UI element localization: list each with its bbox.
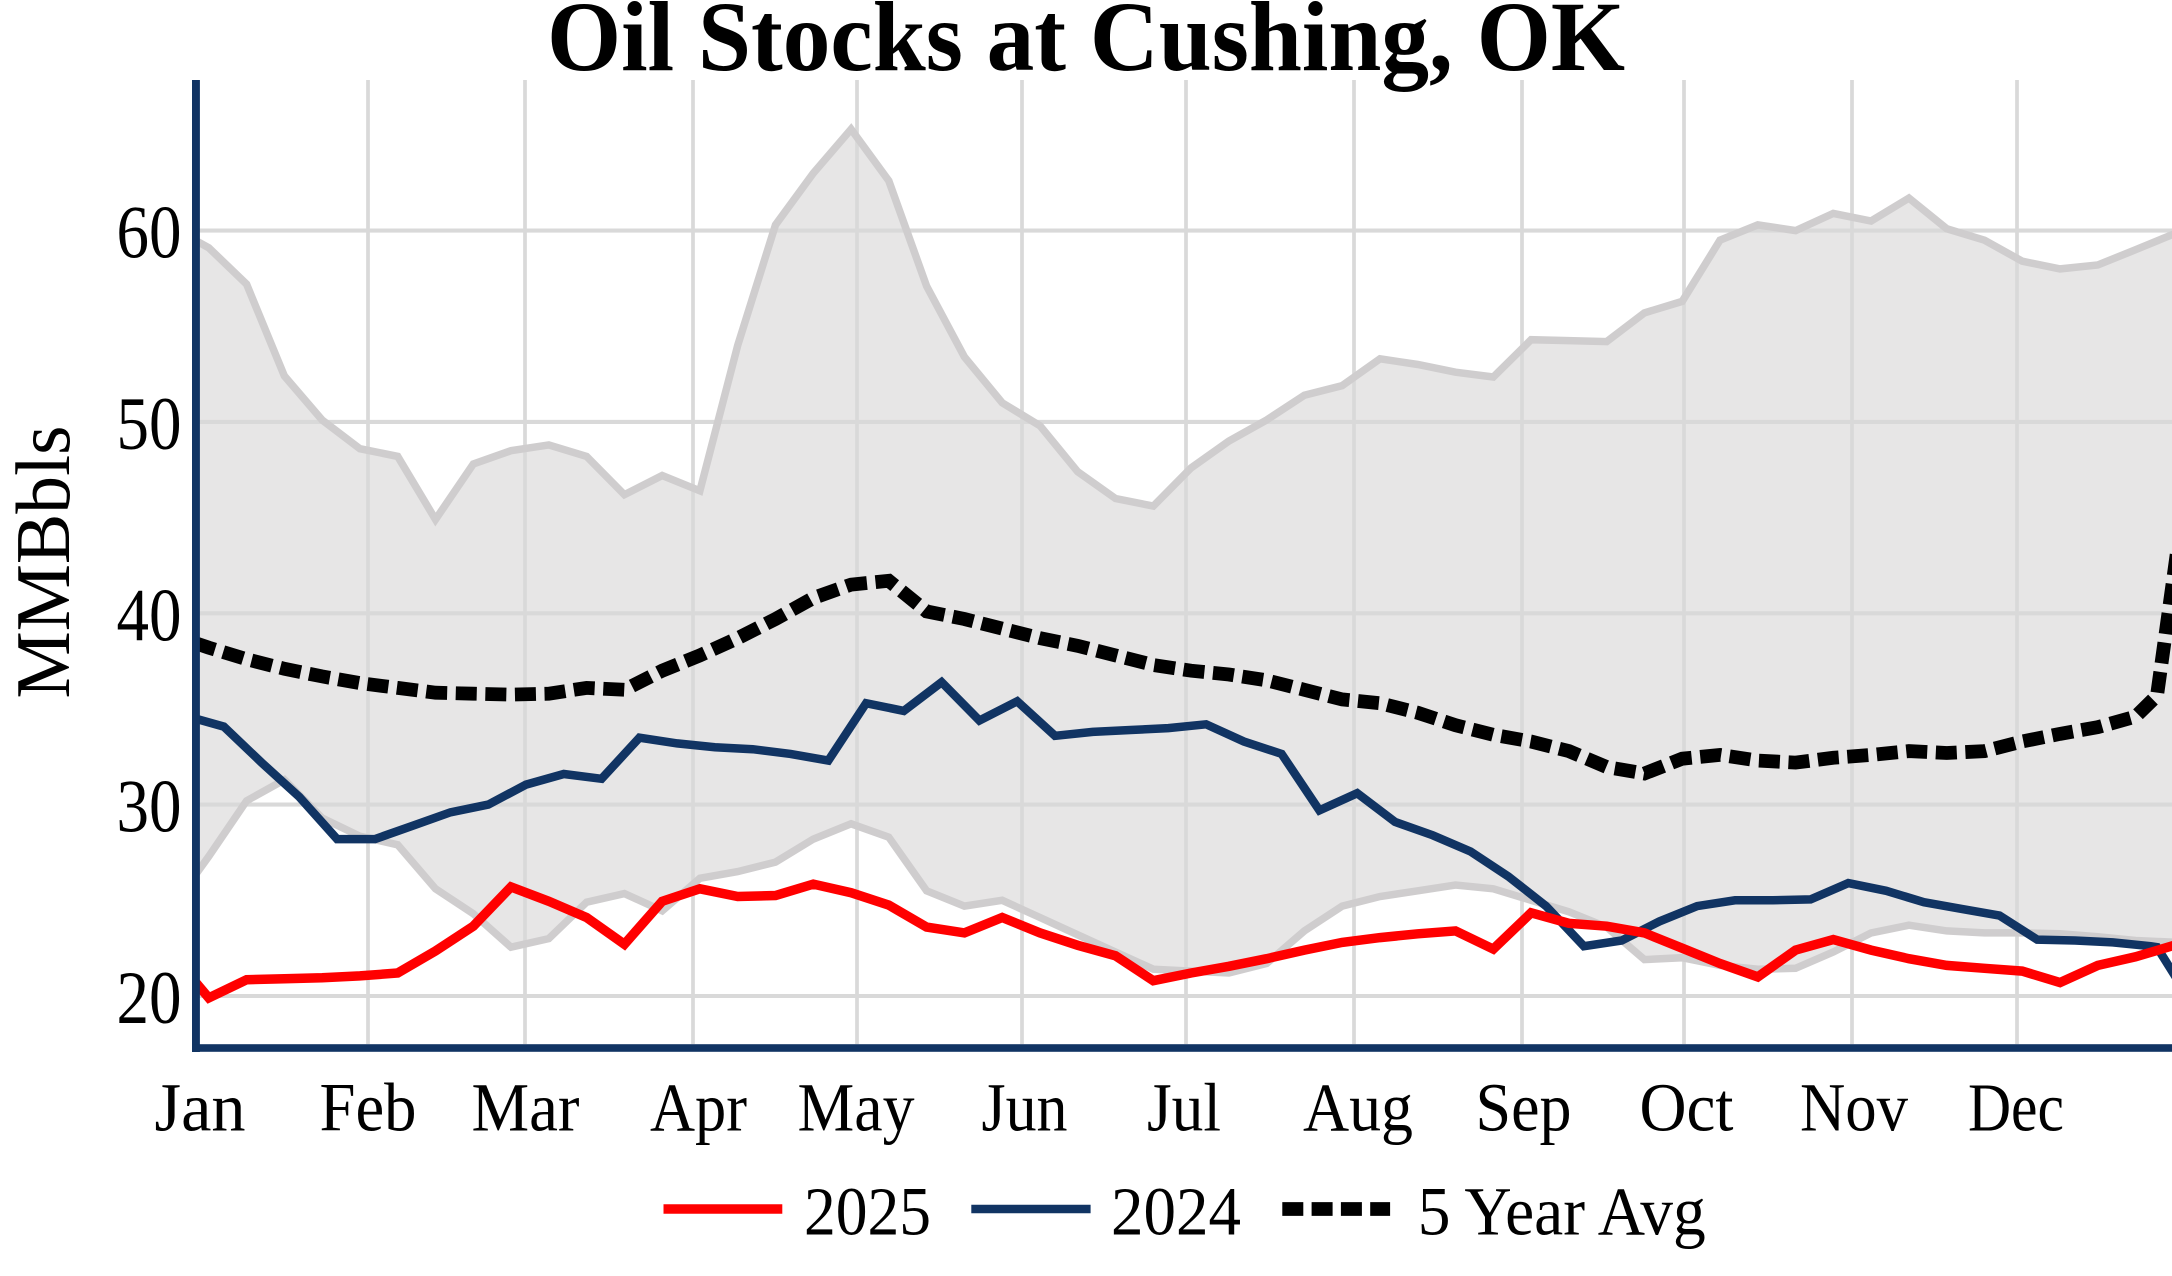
svg-text:20: 20 (117, 957, 182, 1040)
svg-text:2024: 2024 (1111, 1174, 1241, 1250)
svg-text:Apr: Apr (650, 1070, 747, 1146)
svg-text:50: 50 (117, 383, 182, 466)
svg-text:Aug: Aug (1303, 1070, 1413, 1146)
svg-text:May: May (798, 1070, 915, 1146)
svg-text:Oil Stocks at Cushing, OK: Oil Stocks at Cushing, OK (547, 0, 1625, 92)
svg-text:60: 60 (117, 192, 182, 275)
svg-text:Jan: Jan (155, 1070, 246, 1146)
svg-text:30: 30 (117, 766, 182, 849)
svg-text:Jun: Jun (982, 1070, 1068, 1146)
svg-text:Nov: Nov (1800, 1070, 1908, 1146)
svg-text:MMBbls: MMBbls (0, 426, 86, 699)
svg-text:Jul: Jul (1147, 1070, 1221, 1146)
svg-text:Mar: Mar (472, 1070, 580, 1146)
svg-text:Dec: Dec (1968, 1070, 2064, 1146)
svg-text:Feb: Feb (320, 1070, 417, 1146)
svg-text:2025: 2025 (804, 1174, 931, 1250)
svg-text:40: 40 (117, 574, 182, 657)
svg-text:5 Year Avg: 5 Year Avg (1418, 1174, 1706, 1250)
svg-text:Sep: Sep (1476, 1070, 1572, 1146)
svg-text:Oct: Oct (1640, 1070, 1734, 1146)
